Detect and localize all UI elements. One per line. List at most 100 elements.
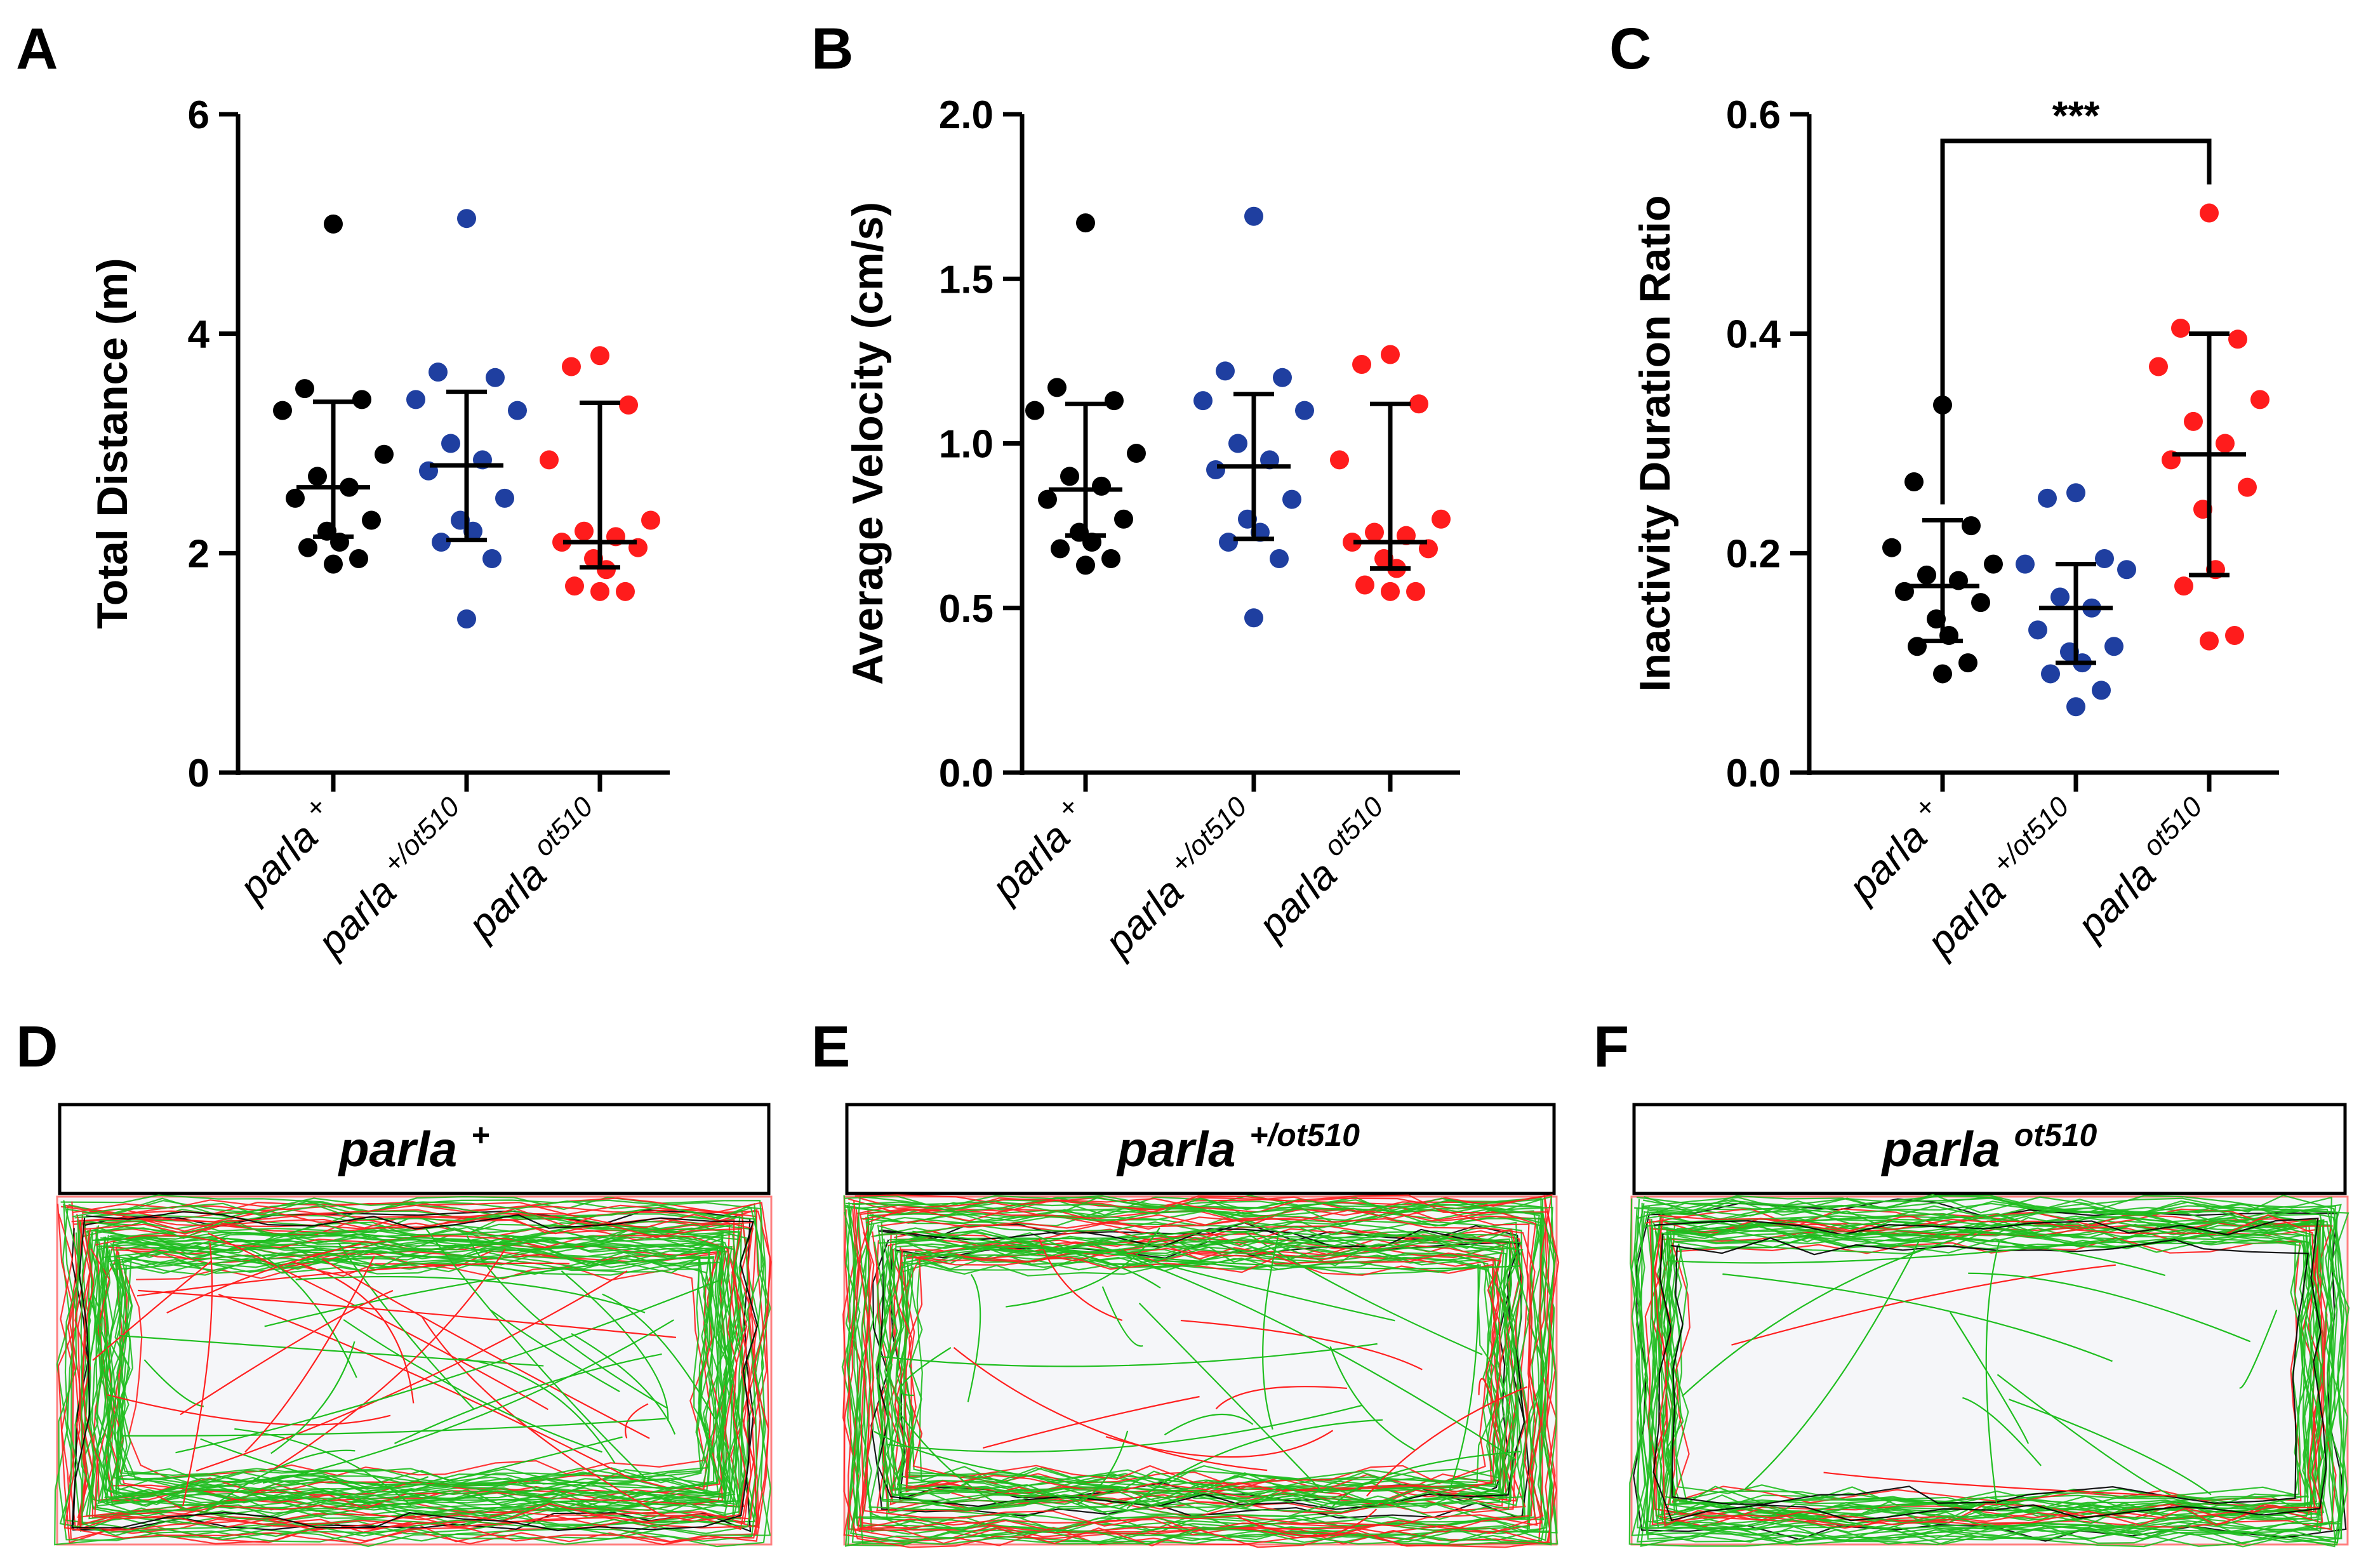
data-point (565, 576, 584, 596)
track-line (967, 1273, 981, 1402)
panel-letter-a: A (16, 17, 58, 81)
track-line (343, 1319, 602, 1453)
track-line (845, 1196, 1555, 1545)
series-1 (2016, 483, 2136, 717)
track-line (1665, 1234, 2310, 1510)
data-point (1971, 593, 1990, 613)
track-line (2009, 1399, 2212, 1496)
data-point (1904, 472, 1924, 491)
track-line (1076, 1430, 1129, 1506)
x-tick-label: parla +/ot510 (1092, 791, 1267, 966)
track-line (1180, 1319, 1423, 1371)
track-line (1164, 1413, 1254, 1436)
data-point (1933, 664, 1952, 684)
series-0 (1882, 395, 2003, 684)
track-line (218, 1293, 634, 1480)
track-line (1997, 1374, 2171, 1496)
data-point (1216, 361, 1235, 381)
track-line (182, 1242, 213, 1506)
track-line (425, 1228, 646, 1478)
track-line (196, 1270, 628, 1472)
track-line (912, 1230, 1520, 1270)
track-line (1478, 1378, 1494, 1403)
track-panel-f: parla ot510 (1628, 1103, 2350, 1548)
y-tick-label: 0.5 (939, 587, 994, 631)
track-line (907, 1257, 1495, 1484)
track-line (2238, 1310, 2278, 1389)
data-point (324, 554, 343, 574)
track-line (88, 1298, 113, 1449)
data-point (2050, 587, 2070, 607)
track-line (206, 1449, 356, 1512)
data-point (441, 434, 460, 453)
track-line (96, 1237, 731, 1503)
track-line (1823, 1472, 2177, 1497)
data-point (1882, 538, 1901, 557)
data-point (1917, 565, 1936, 585)
track-line (1661, 1231, 2314, 1515)
y-tick-label: 1.0 (939, 423, 994, 467)
data-point (1244, 206, 1263, 226)
x-tick-label: parla +/ot510 (305, 791, 480, 966)
data-point (575, 521, 594, 541)
panel-letter-f: F (1593, 1014, 1629, 1079)
data-point (540, 450, 559, 470)
track-title: parla ot510 (1881, 1117, 2097, 1177)
track-line (80, 1219, 748, 1520)
data-point (619, 395, 638, 415)
data-point (1273, 368, 1292, 387)
series-0 (273, 214, 394, 574)
y-tick-label: 0.6 (1726, 93, 1781, 137)
track-line (602, 1293, 716, 1419)
track-line (1101, 1286, 1143, 1347)
track-line (71, 1211, 759, 1532)
data-point (1219, 533, 1238, 552)
track-line (95, 1235, 733, 1507)
track-line (926, 1246, 1161, 1289)
track-line (1654, 1214, 2325, 1527)
trajectory (54, 1194, 772, 1548)
data-point (2216, 434, 2235, 453)
x-tick-label: parla ot510 (455, 791, 613, 949)
data-point (2038, 488, 2057, 508)
track-line (295, 1275, 646, 1313)
track-line (879, 1343, 1378, 1367)
track-line (244, 1255, 375, 1453)
data-point (1432, 509, 1451, 529)
track-title-box (58, 1103, 771, 1195)
data-point (352, 390, 371, 409)
track-line (262, 1319, 674, 1484)
significance-label: *** (2052, 93, 2100, 138)
data-point (590, 581, 609, 601)
track-line (248, 1248, 357, 1378)
track-line (1329, 1346, 1415, 1451)
track-line (843, 1195, 1553, 1547)
data-point (457, 609, 476, 629)
track-line (1138, 1303, 1324, 1493)
data-point (562, 357, 581, 376)
track-line (1215, 1386, 1347, 1410)
track-line (900, 1346, 952, 1397)
track-line (143, 1359, 204, 1407)
data-point (1381, 345, 1400, 364)
y-tick-label: 1.5 (939, 258, 994, 302)
track-line (394, 1353, 662, 1444)
panel-letter-e: E (811, 1014, 850, 1079)
data-point (2200, 203, 2219, 223)
series-1 (406, 209, 527, 629)
data-point (1381, 581, 1400, 601)
data-point (1406, 581, 1425, 601)
data-point (2225, 625, 2244, 645)
track-line (1235, 1508, 1378, 1537)
x-tick-label: parla + (1835, 791, 1955, 911)
track-line (1628, 1193, 2348, 1548)
data-point (362, 510, 381, 530)
data-point (1958, 653, 1977, 673)
track-title-box (845, 1103, 1556, 1195)
data-point (2174, 576, 2193, 596)
track-line (874, 1430, 1119, 1489)
track-panel-d: parla + (54, 1103, 773, 1548)
data-point (2184, 411, 2203, 431)
track-title: parla + (338, 1117, 489, 1177)
